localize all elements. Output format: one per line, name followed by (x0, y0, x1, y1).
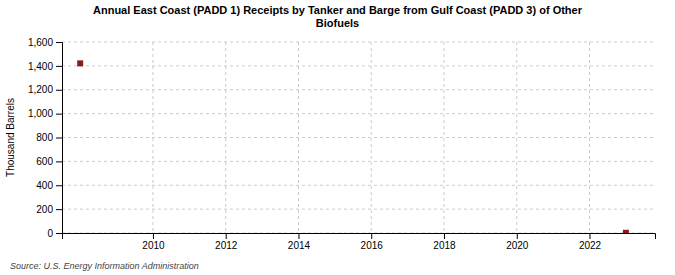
tick-mark (56, 66, 62, 67)
grid-line (62, 161, 655, 162)
point (77, 60, 83, 66)
tick: 1,400 (28, 61, 62, 72)
tick-mark (444, 233, 445, 239)
tick-label: 2010 (142, 240, 165, 251)
plot: 2010 2012 2014 2016 2018 2020 2022 0 200 400 600 80… (28, 37, 656, 251)
grid-line (62, 65, 655, 66)
axis-line (56, 43, 63, 234)
tick-label: 2012 (215, 240, 238, 251)
tick: 2018 (433, 233, 456, 251)
x-axis: 2010 2012 2014 2016 2018 2020 2022 (63, 233, 656, 251)
tick-mark (56, 90, 62, 91)
tick-mark (56, 114, 62, 115)
tick-mark (56, 209, 62, 210)
tick-mark (56, 42, 62, 43)
points (77, 60, 629, 233)
title: Annual East Coast (PADD 1) Receipts by T… (93, 4, 583, 29)
axis-line (63, 234, 656, 240)
tick: 200 (36, 204, 62, 215)
tick: 400 (36, 180, 62, 191)
tick-mark (56, 185, 62, 186)
point (623, 230, 629, 233)
tick: 1,600 (28, 37, 62, 48)
grid-line (62, 89, 655, 90)
tick: 800 (36, 132, 62, 143)
tick: 2022 (579, 233, 602, 251)
tick: 2016 (361, 233, 384, 251)
grid-line (62, 137, 655, 138)
tick: 0 (47, 228, 62, 239)
grid-line (62, 185, 655, 186)
y-axis-label: Thousand Barrels (5, 98, 16, 177)
tick-label: 2014 (288, 240, 311, 251)
y-axis: 0 200 400 600 800 1,000 1,200 1,400 1,600 (28, 37, 63, 239)
tick-mark (371, 233, 372, 239)
tick-mark (517, 233, 518, 239)
tick-mark (226, 233, 227, 239)
tick: 2012 (215, 233, 238, 251)
tick-mark (56, 161, 62, 162)
grid-line (62, 209, 655, 210)
grid-line (516, 42, 517, 233)
tick-label: 600 (36, 156, 53, 167)
tick: 1,000 (28, 108, 62, 119)
tick-label: 800 (36, 132, 53, 143)
grid-line (589, 42, 590, 233)
tick-label: 2022 (579, 240, 602, 251)
tick-label: 1,400 (28, 61, 53, 72)
tick-label: 2018 (433, 240, 456, 251)
tick-label: 200 (36, 204, 53, 215)
tick: 2010 (142, 233, 165, 251)
tick-label: 2016 (361, 240, 384, 251)
tick-mark (56, 233, 62, 234)
tick-label: 400 (36, 180, 53, 191)
tick-label: 2020 (506, 240, 529, 251)
grid-line (62, 113, 655, 114)
grid-line (62, 42, 655, 43)
tick: 1,200 (28, 84, 62, 95)
grid (62, 42, 655, 233)
tick-mark (56, 138, 62, 139)
tick-label: 1,000 (28, 108, 53, 119)
tick-mark (298, 233, 299, 239)
tick: 2014 (288, 233, 311, 251)
annotation: Source: U.S. Energy Information Administ… (10, 261, 199, 271)
tick: 2020 (506, 233, 529, 251)
tick-mark (590, 233, 591, 239)
tick-label: 1,600 (28, 37, 53, 48)
chart: 2010 2012 2014 2016 2018 2020 2022 0 200 400 600 80… (0, 0, 675, 275)
tick: 600 (36, 156, 62, 167)
tick-label: 1,200 (28, 84, 53, 95)
grid-line (443, 42, 444, 233)
tick-mark (153, 233, 154, 239)
tick-label: 0 (47, 228, 53, 239)
